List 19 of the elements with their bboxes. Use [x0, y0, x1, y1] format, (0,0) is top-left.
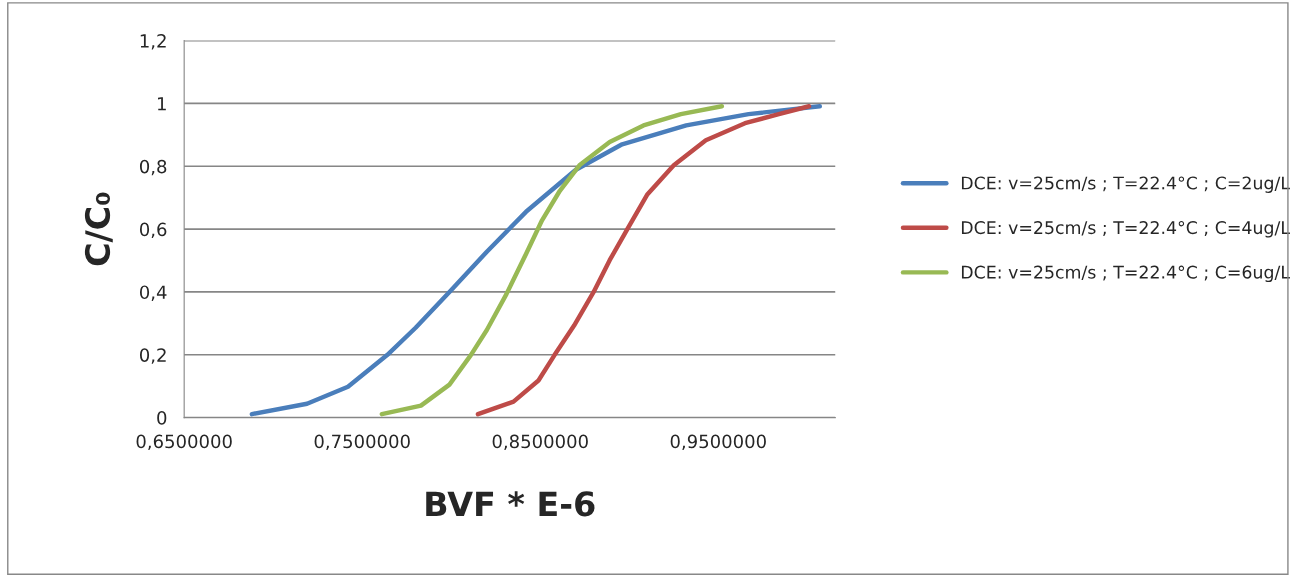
y-tick-label: 0	[157, 411, 167, 425]
y-tick-label: 0,8	[139, 159, 167, 176]
x-tick-label: 0,6500000	[136, 434, 232, 451]
line-series	[475, 104, 812, 417]
y-tick-label: 1	[158, 97, 166, 111]
legend-label: DCE: v=25cm/s ; T=22.4°C ; C=2ug/L	[961, 176, 1290, 193]
x-tick-label: 0,8500000	[492, 434, 588, 451]
y-tick-label: 0,6	[139, 222, 167, 239]
y-tick-label: 1,2	[140, 34, 166, 50]
legend-label: DCE: v=25cm/s ; T=22.4°C ; C=6ug/L	[961, 265, 1290, 283]
y-tick-label: 0,2	[139, 348, 166, 364]
y-tick-label: 0,4	[139, 285, 167, 301]
line-series	[379, 104, 725, 417]
x-tick-label: 0,7500000	[314, 434, 410, 451]
legend-label: DCE: v=25cm/s ; T=22.4°C ; C=4ug/L	[961, 221, 1290, 238]
x-axis-title: BVF * E-6	[426, 491, 595, 517]
x-tick-label: 0,9500000	[670, 434, 766, 451]
y-axis-title: C/C₀	[84, 192, 113, 266]
line-series	[249, 104, 822, 417]
